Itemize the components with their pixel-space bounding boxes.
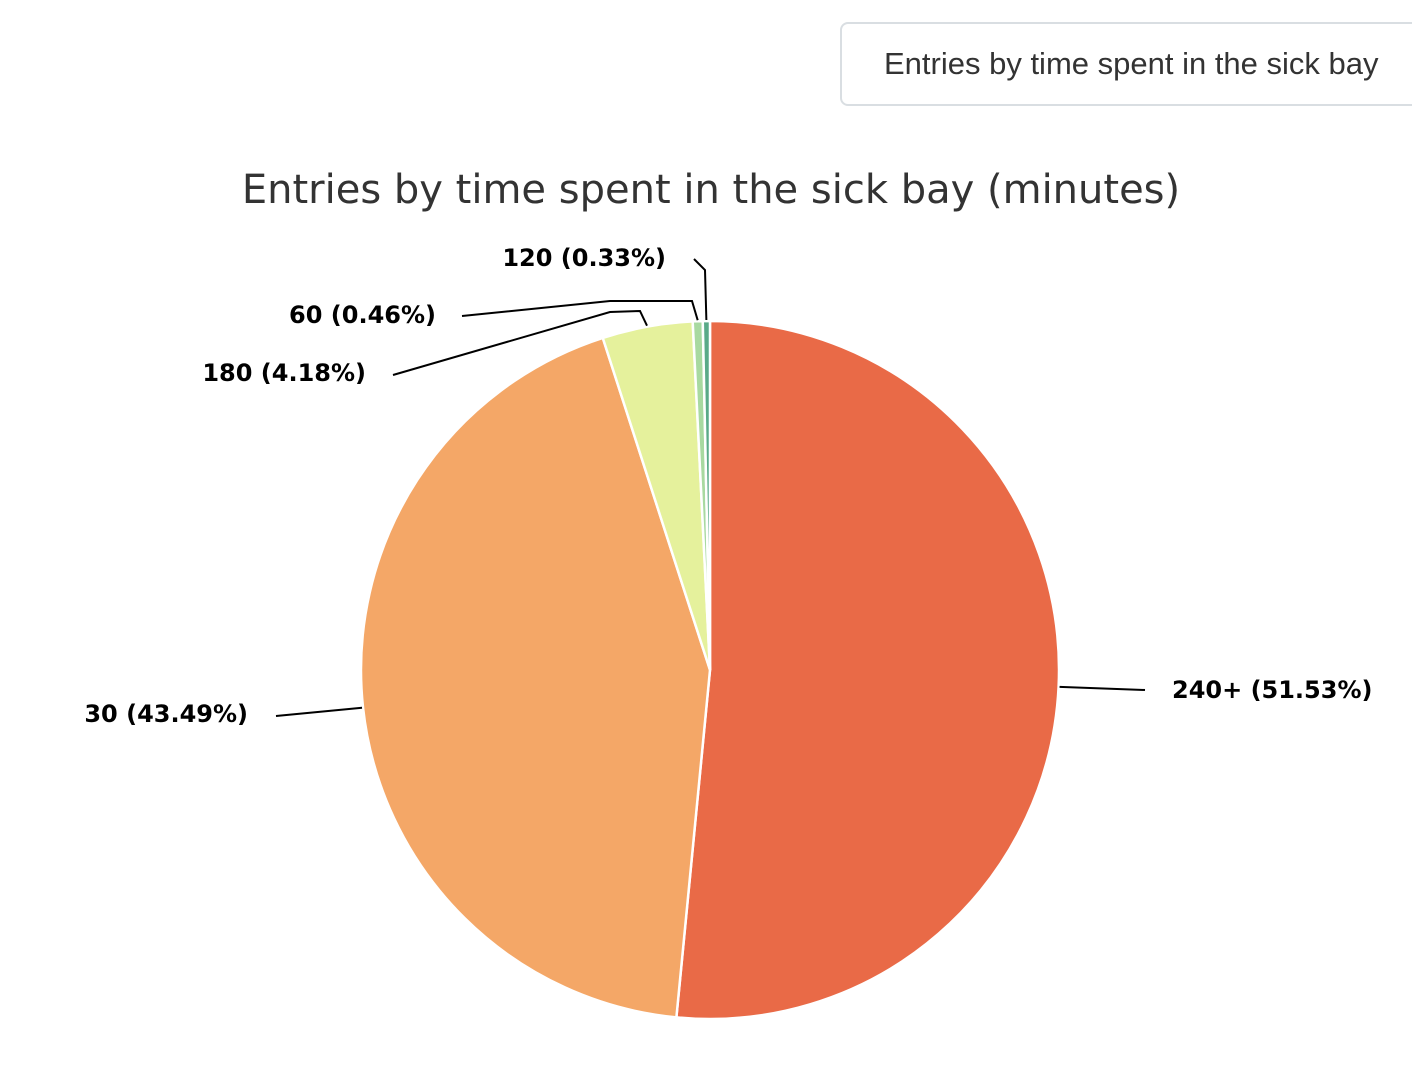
connector-60	[461, 300, 699, 321]
slice-labels: 240+ (51.53%) 30 (43.49%) 180 (4.18%) 60 (0…	[84, 244, 1372, 728]
chart-title: Entries by time spent in the sick bay (m…	[242, 167, 1180, 213]
slice-label-180: 180 (4.18%)	[202, 359, 366, 387]
slice-label-60: 60 (0.46%)	[289, 301, 436, 329]
slice-label-120: 120 (0.33%)	[502, 244, 666, 272]
slice-label-30: 30 (43.49%)	[84, 700, 248, 728]
pie-slices	[359, 319, 1061, 1021]
connector-120	[693, 258, 708, 321]
connector-30	[275, 706, 363, 717]
tooltip-text: Entries by time spent in the sick bay	[884, 46, 1379, 81]
pie-slice-30[interactable]	[359, 336, 712, 1019]
pie-slice-240-plus[interactable]	[675, 319, 1061, 1021]
connector-240-plus	[1059, 685, 1146, 691]
label-connectors	[275, 258, 1146, 717]
pie-slice-120[interactable]	[701, 319, 712, 671]
slice-label-240-plus: 240+ (51.53%)	[1172, 676, 1372, 704]
chart-tooltip: Entries by time spent in the sick bay	[840, 22, 1412, 106]
connector-180	[392, 309, 648, 376]
